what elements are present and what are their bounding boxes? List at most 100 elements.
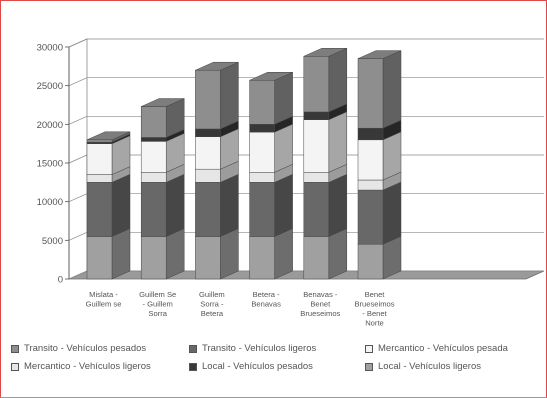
y-tick-label: 10000	[37, 197, 63, 208]
bar-segment-side	[111, 173, 131, 237]
stacked-bar-chart: 0 5000 10000 15000 20000 25000 30000 Mislata -…	[37, 38, 545, 328]
legend-item: Local - Vehículos ligeros	[365, 361, 543, 372]
gridline-depth	[68, 270, 88, 280]
y-axis: 0 5000 10000 15000 20000 25000 30000	[37, 43, 70, 286]
bar-segment-side	[328, 228, 348, 280]
bar-segment-side	[328, 173, 348, 237]
bar-segment	[140, 182, 167, 237]
bar-segment	[195, 128, 221, 137]
bar-segment	[303, 182, 330, 237]
bar-segment	[86, 236, 113, 280]
y-tick-label: 25000	[37, 81, 63, 92]
legend-label: Transito - Vehículos pesados	[24, 343, 147, 354]
bar-segment	[249, 131, 275, 173]
y-tick-label: 30000	[37, 43, 63, 54]
bar-stack	[357, 50, 402, 280]
gridline-depth	[68, 232, 88, 241]
bar-segment-side	[220, 173, 239, 237]
bar-segment-side	[382, 181, 402, 245]
bar-stack	[303, 47, 348, 280]
x-category-label: Benet Brueseimos - Benet Norte	[354, 290, 394, 328]
legend-swatch	[189, 344, 197, 353]
legend-item: Mercantico - Vehículos pesada	[365, 343, 543, 354]
bar-segment	[249, 236, 275, 280]
gridline-depth	[68, 38, 88, 48]
bar-segment	[86, 139, 113, 143]
bar-segment	[249, 172, 275, 183]
legend-item: Transito - Vehículos pesados	[11, 343, 189, 354]
y-tick-label: 15000	[37, 159, 63, 170]
bar-segment-side	[274, 123, 293, 173]
legend-item: Local - Vehículos pesados	[189, 361, 365, 372]
bar-segment	[140, 141, 167, 173]
bar-stack	[195, 61, 239, 280]
bar-top	[195, 61, 239, 71]
bar-segment	[140, 236, 167, 280]
bar-segment	[357, 179, 384, 191]
bar-top	[303, 48, 347, 57]
bar-segment	[140, 106, 167, 138]
bar-segment-side	[165, 173, 185, 237]
bar-segment-side	[274, 173, 293, 237]
bar-segment	[140, 172, 167, 183]
legend-swatch	[11, 362, 19, 371]
bar-segment	[357, 189, 384, 245]
gridline-depth	[68, 154, 88, 164]
bar-segment-side	[274, 71, 293, 125]
legend: Transito - Vehículos pesados Transito - V…	[11, 343, 543, 372]
legend-item: Mercantico - Vehículos ligeros	[11, 361, 189, 372]
legend-item: Transito - Vehículos ligeros	[189, 343, 365, 354]
bar-segment	[249, 124, 275, 133]
legend-label: Mercantico - Vehículos ligeros	[24, 361, 151, 372]
bar-segment-side	[220, 228, 239, 280]
bar-segment-side	[328, 111, 348, 173]
bar-segment	[195, 182, 221, 237]
legend-swatch	[11, 344, 19, 353]
x-category-label: Guillem Sorra -Betera	[199, 290, 225, 318]
category-labels: Mislata -Guillem se Guillem Se - Guillem So…	[86, 290, 395, 328]
bar-top	[249, 72, 293, 81]
bars	[86, 47, 402, 280]
x-category-label: Betera -Benavas	[251, 290, 281, 309]
bar-segment	[249, 80, 275, 125]
gridline-depth	[68, 116, 88, 125]
bar-segment-side	[328, 47, 348, 113]
bar-segment	[249, 182, 275, 237]
y-tick-label: 20000	[37, 120, 63, 131]
bar-segment	[357, 139, 384, 181]
legend-swatch	[365, 344, 373, 353]
x-category-label: Mislata -Guillem se	[86, 290, 122, 309]
legend-label: Local - Vehículos ligeros	[378, 361, 481, 372]
bar-segment	[86, 143, 113, 175]
bar-segment	[140, 137, 167, 142]
bar-top	[86, 131, 131, 141]
bar-segment-side	[274, 228, 293, 280]
bar-stack	[86, 131, 131, 280]
bar-segment	[303, 172, 330, 183]
bar-segment	[303, 111, 330, 120]
bar-segment	[303, 119, 330, 173]
legend-swatch	[365, 362, 373, 371]
bar-segment	[357, 243, 384, 280]
bar-segment	[195, 168, 221, 183]
bar-segment	[195, 236, 221, 280]
x-category-label: Guillem Se - Guillem Sorra	[139, 290, 176, 318]
bar-segment	[195, 69, 221, 130]
bar-top	[357, 50, 402, 59]
bar-top	[141, 98, 185, 107]
legend-swatch	[189, 362, 197, 371]
legend-label: Transito - Vehículos ligeros	[202, 343, 317, 354]
bar-stack	[140, 98, 185, 280]
bar-segment-side	[165, 228, 185, 280]
y-tick-label: 5000	[42, 236, 63, 247]
bar-segment-side	[111, 228, 131, 280]
x-category-label: Benavas -Benet Brueseimos	[300, 290, 340, 318]
bar-segment-side	[382, 131, 402, 181]
bar-segment-side	[220, 61, 239, 130]
bar-segment	[357, 58, 384, 129]
bar-segment	[86, 174, 113, 183]
bar-segment-side	[382, 50, 402, 129]
bar-segment	[357, 127, 384, 141]
y-tick-label: 0	[58, 275, 63, 286]
